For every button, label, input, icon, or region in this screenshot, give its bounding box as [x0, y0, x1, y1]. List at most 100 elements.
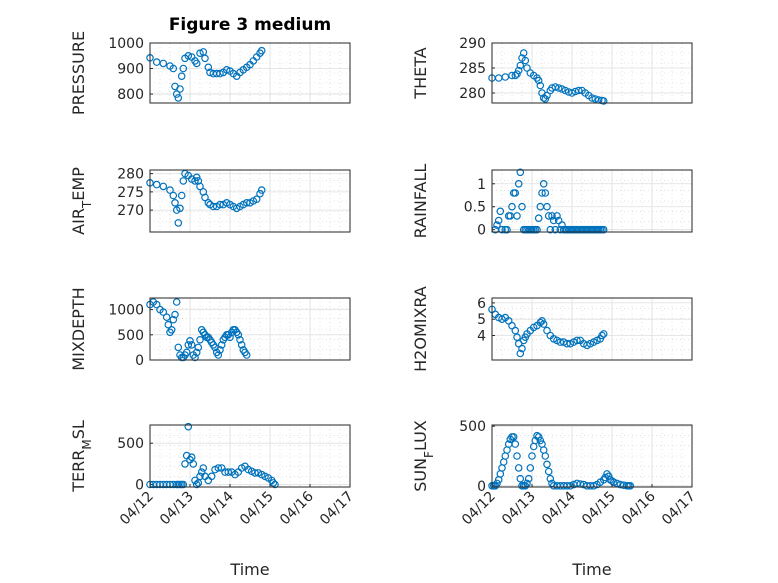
data-point: [164, 320, 173, 329]
y-tick-label: 6: [477, 296, 486, 312]
data-point: [269, 479, 278, 487]
x-tick-label: 04/17: [317, 489, 357, 529]
data-point: [534, 433, 543, 441]
data-point: [496, 207, 505, 216]
y-tick-label: 1000: [108, 36, 144, 52]
data-point: [184, 51, 193, 60]
x-axis-label: Time: [229, 560, 269, 579]
data-point: [242, 199, 251, 207]
data-point: [217, 341, 226, 349]
data-point: [201, 54, 209, 63]
data-point: [194, 479, 203, 487]
data-point: [169, 64, 178, 73]
data-point: [546, 474, 555, 483]
y-tick-label: 0: [135, 478, 144, 494]
data-point: [539, 180, 548, 188]
data-point: [207, 472, 216, 481]
data-point: [511, 71, 520, 80]
data-point: [513, 70, 521, 78]
data-point: [177, 72, 186, 81]
y-axis-label: SUNFLUX: [411, 420, 436, 492]
data-point: [539, 320, 548, 328]
data-point: [518, 202, 526, 211]
panel-row3-left: 0 500 1000 MIXDEPTH: [69, 287, 351, 371]
data-point: [192, 173, 201, 182]
data-point: [566, 481, 575, 490]
y-tick-label: 0: [477, 223, 486, 239]
data-point: [174, 94, 183, 102]
data-point: [226, 333, 234, 342]
data-point: [543, 202, 551, 211]
y-tick-label: 900: [117, 62, 144, 78]
figure-title: Figure 3 medium: [169, 15, 331, 35]
data-point: [513, 452, 521, 460]
y-axis-label: PRESSURE: [69, 31, 88, 115]
data-point: [516, 349, 525, 358]
data-point: [494, 216, 503, 225]
data-point: [511, 189, 520, 197]
panel-top-right: 280 285 290 THETA: [411, 36, 693, 105]
data-point: [509, 433, 518, 441]
x-tick-label: 04/13: [499, 489, 539, 529]
data-point: [591, 95, 600, 103]
data-point: [626, 481, 635, 490]
data-point: [152, 180, 161, 189]
data-point: [609, 478, 618, 487]
data-point: [598, 331, 606, 340]
data-point: [184, 341, 193, 349]
data-point: [556, 338, 565, 346]
data-point: [242, 351, 251, 359]
data-point: [528, 452, 536, 460]
data-point: [513, 212, 521, 220]
y-axis-label: MIXDEPTH: [69, 287, 88, 370]
data-point: [189, 460, 198, 468]
data-point: [192, 480, 201, 489]
data-point: [174, 219, 183, 227]
data-point: [563, 339, 571, 348]
panel-top-left: 800 900 1000 PRESSURE Figure 3 medium: [69, 15, 351, 115]
data-point: [551, 225, 560, 234]
panel-row3-right: 456 H2OMIXRA: [411, 286, 693, 372]
data-point: [159, 308, 168, 316]
panel-row2-right: 0 0.5 1 RAINFALL: [411, 164, 693, 239]
y-tick-label: 500: [459, 419, 486, 435]
data-point: [214, 351, 223, 359]
axes-frame: [149, 169, 351, 233]
data-point: [191, 353, 199, 362]
data-point: [516, 168, 525, 177]
data-point: [159, 182, 168, 191]
data-point: [544, 467, 553, 476]
data-point: [534, 76, 543, 85]
axes-frame: [491, 169, 693, 233]
data-point: [174, 343, 183, 352]
data-point: [169, 191, 178, 200]
y-tick-label: 1: [477, 177, 486, 193]
data-point: [187, 341, 196, 349]
data-point: [511, 326, 520, 335]
y-tick-label: 5: [477, 312, 486, 328]
x-tick-label: 04/17: [659, 489, 699, 529]
data-point: [222, 66, 231, 74]
x-tick-label: 04/14: [539, 488, 579, 528]
data-point: [546, 225, 555, 234]
data-point: [171, 310, 179, 319]
data-point: [196, 472, 204, 481]
data-point: [561, 86, 570, 95]
y-tick-label: 285: [459, 61, 486, 77]
data-point: [216, 200, 224, 209]
data-point: [196, 182, 204, 191]
data-point: [159, 59, 168, 68]
data-point: [237, 341, 246, 349]
data-point: [177, 191, 186, 200]
data-point: [224, 468, 233, 476]
y-tick-label: 0: [477, 479, 486, 495]
data-point: [171, 199, 179, 207]
y-tick-label: 1000: [108, 303, 144, 319]
x-tick-label: 04/16: [277, 488, 317, 528]
x-axis-label: Time: [571, 560, 611, 579]
data-point: [551, 83, 560, 91]
data-point: [196, 335, 204, 344]
data-point: [271, 480, 279, 489]
